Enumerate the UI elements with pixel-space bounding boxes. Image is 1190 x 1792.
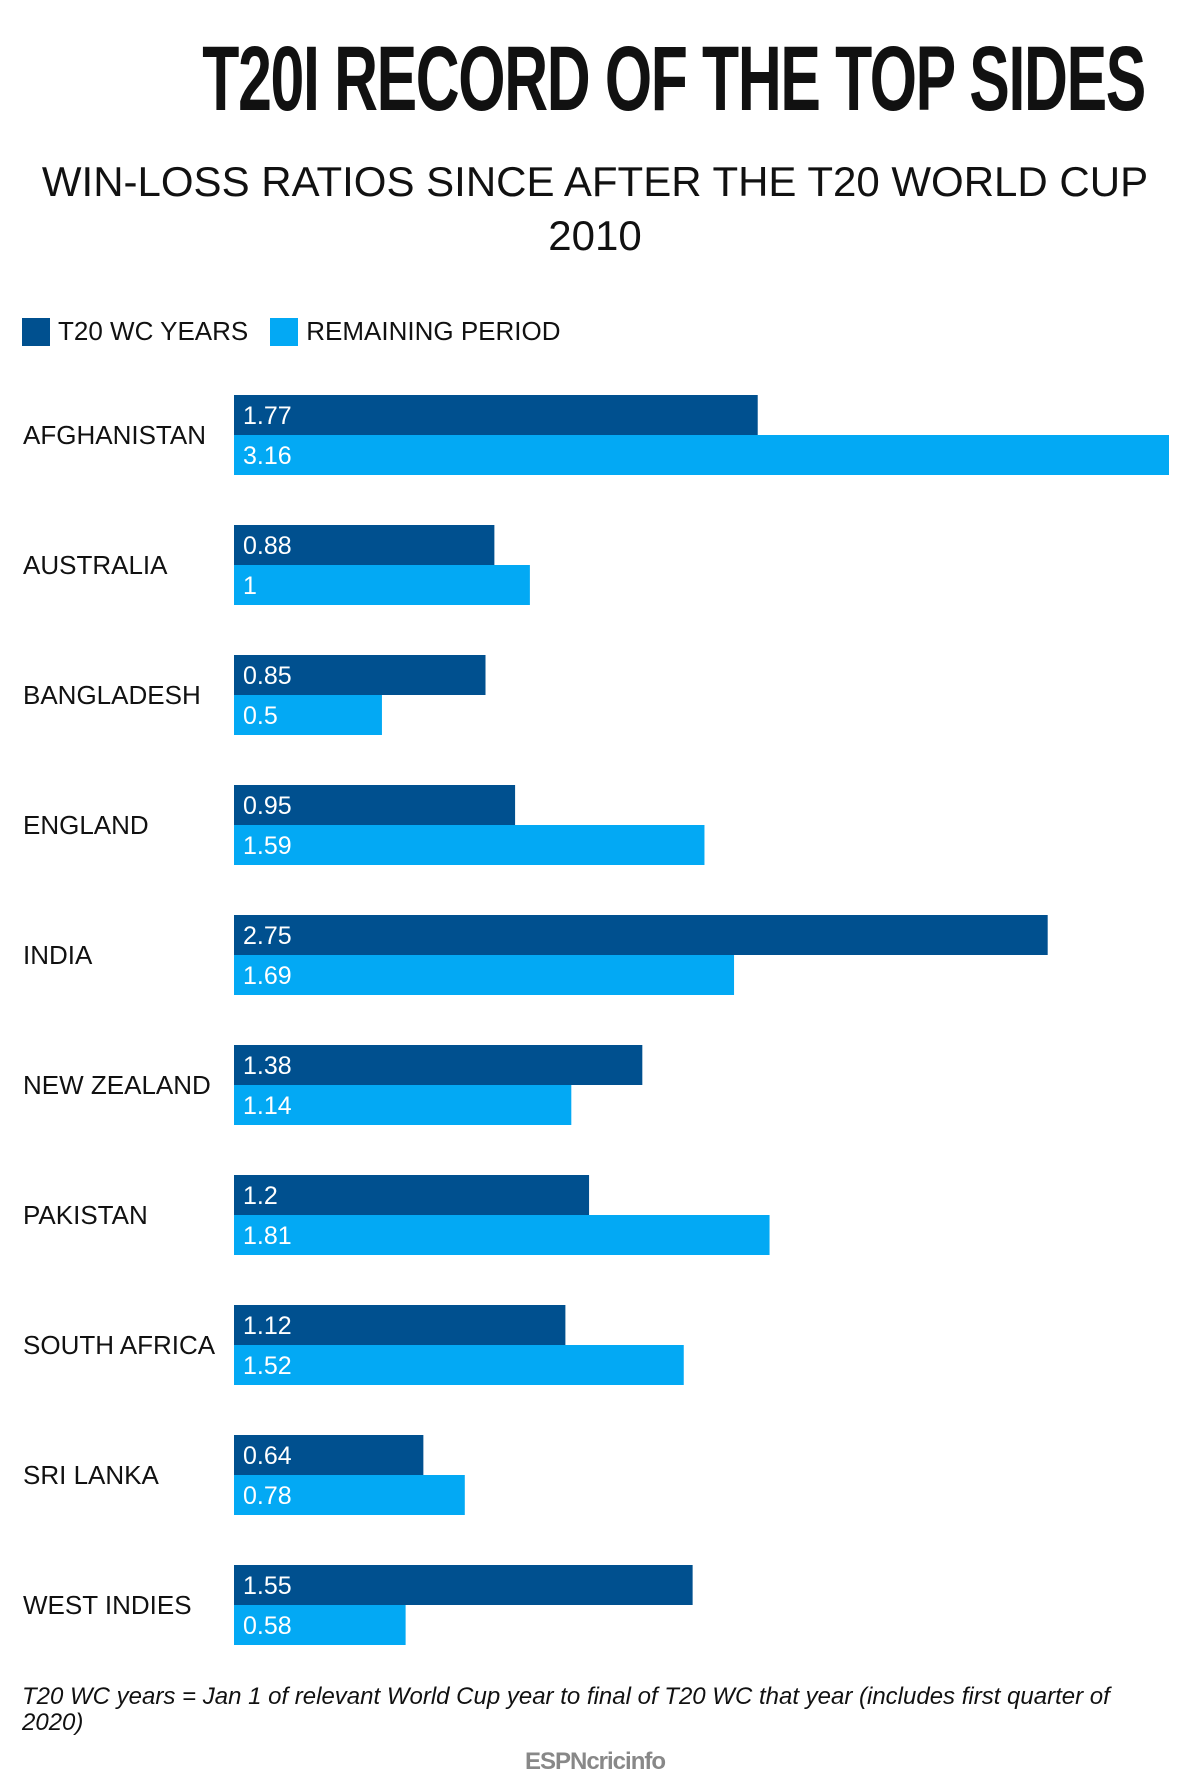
bar-remaining-period [234, 695, 382, 735]
category-label: SOUTH AFRICA [23, 1330, 216, 1360]
category-label: BANGLADESH [23, 680, 201, 710]
data-label: 1.81 [243, 1222, 292, 1250]
data-label: 2.75 [243, 922, 292, 950]
legend-label-remaining-period: REMAINING PERIOD [306, 316, 561, 346]
category-label: AFGHANISTAN [23, 420, 206, 450]
bar-remaining-period [234, 1345, 684, 1385]
bar-remaining-period [234, 825, 705, 865]
data-label: 0.58 [243, 1612, 292, 1640]
bar-t20-wc-years [234, 1565, 693, 1605]
category-label: NEW ZEALAND [23, 1070, 211, 1100]
bar-t20-wc-years [234, 1305, 566, 1345]
bar-remaining-period [234, 1085, 572, 1125]
data-label: 0.88 [243, 532, 292, 560]
data-label: 0.5 [243, 702, 278, 730]
data-label: 1.59 [243, 832, 292, 860]
category-label: AUSTRALIA [23, 550, 168, 580]
category-label: INDIA [23, 940, 93, 970]
bar-remaining-period [234, 435, 1169, 475]
bar-t20-wc-years [234, 655, 486, 695]
bar-remaining-period [234, 1605, 406, 1645]
data-label: 1 [243, 572, 257, 600]
data-label: 1.38 [243, 1052, 292, 1080]
data-label: 1.12 [243, 1312, 292, 1340]
bar-t20-wc-years [234, 1175, 590, 1215]
chart-subtitle: WIN-LOSS RATIOS SINCE AFTER THE T20 WORL… [41, 158, 1149, 259]
bar-t20-wc-years [234, 785, 516, 825]
bar-t20-wc-years [234, 525, 495, 565]
data-label: 1.14 [243, 1092, 292, 1120]
category-label: WEST INDIES [23, 1590, 192, 1620]
data-label: 0.64 [243, 1442, 292, 1470]
data-label: 1.2 [243, 1182, 278, 1210]
bar-t20-wc-years [234, 1435, 424, 1475]
data-label: 0.78 [243, 1482, 292, 1510]
data-label: 1.69 [243, 962, 292, 990]
footnote: T20 WC years = Jan 1 of relevant World C… [22, 1683, 1110, 1736]
data-label: 1.77 [243, 402, 292, 430]
category-label: SRI LANKA [23, 1460, 159, 1490]
category-label: ENGLAND [23, 810, 149, 840]
data-label: 0.95 [243, 792, 292, 820]
data-label: 1.52 [243, 1352, 292, 1380]
bar-remaining-period [234, 1215, 770, 1255]
legend: T20 WC YEARS REMAINING PERIOD [22, 316, 583, 347]
espncricinfo-logo: ESPNcricinfo [524, 1748, 666, 1775]
data-label: 1.55 [243, 1572, 292, 1600]
data-label: 3.16 [243, 442, 292, 470]
bar-remaining-period [234, 955, 735, 995]
bar-remaining-period [234, 565, 530, 605]
legend-label-t20-wc-years: T20 WC YEARS [58, 316, 249, 346]
bar-t20-wc-years [234, 915, 1048, 955]
data-label: 0.85 [243, 662, 292, 690]
legend-swatch-t20-wc-years [22, 317, 50, 346]
bar-remaining-period [234, 1475, 465, 1515]
category-label: PAKISTAN [23, 1200, 148, 1230]
bar-t20-wc-years [234, 1045, 643, 1085]
legend-swatch-remaining-period [270, 317, 299, 346]
bar-t20-wc-years [234, 395, 758, 435]
